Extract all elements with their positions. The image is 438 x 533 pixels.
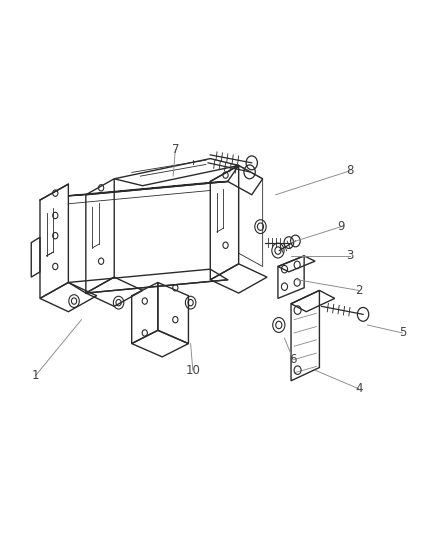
Text: 5: 5: [399, 326, 406, 340]
Text: 3: 3: [346, 249, 353, 262]
Text: 6: 6: [290, 353, 297, 366]
Text: 1: 1: [32, 369, 39, 382]
Text: 2: 2: [355, 284, 363, 297]
Text: 8: 8: [346, 164, 353, 177]
Text: 10: 10: [185, 364, 200, 377]
Text: 4: 4: [355, 382, 363, 395]
Text: 9: 9: [338, 220, 345, 233]
Text: 7: 7: [172, 143, 179, 156]
